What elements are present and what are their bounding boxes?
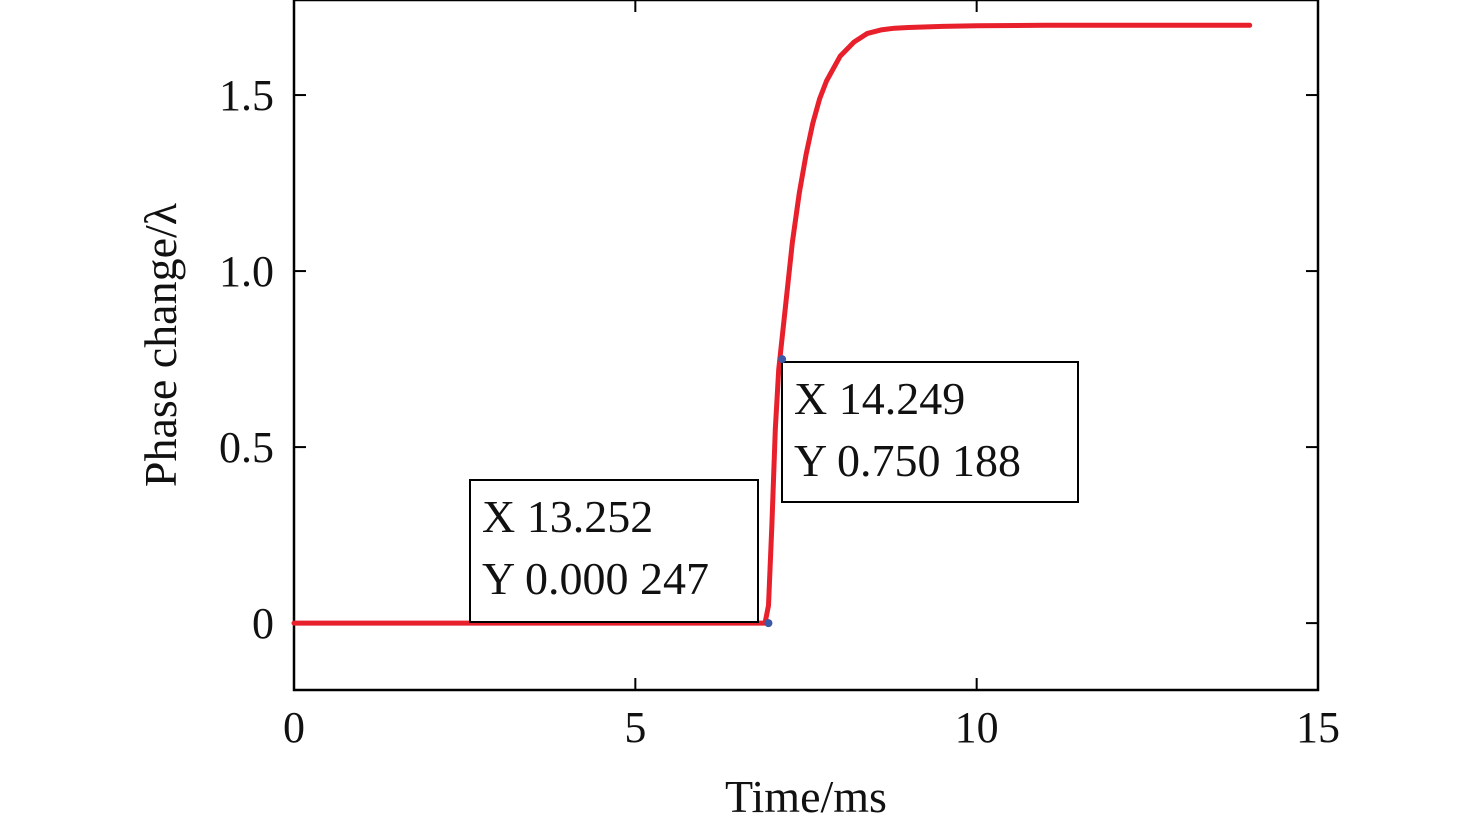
y-tick-label: 0 xyxy=(252,599,274,648)
series-layer xyxy=(291,22,1253,626)
y-axis-title: Phase change/λ xyxy=(135,202,186,487)
axis-ticks: 0 5 10 15 0 0.5 1.0 1.5 xyxy=(219,0,1340,752)
annotation-text: X 14.249 xyxy=(794,373,965,424)
annotation-marker xyxy=(778,355,787,364)
x-tick-label: 15 xyxy=(1296,703,1340,752)
annotation-marker xyxy=(764,619,773,628)
y-tick-label: 0.5 xyxy=(219,423,274,472)
y-tick-label: 1.5 xyxy=(219,71,274,120)
x-tick-label: 0 xyxy=(283,703,305,752)
x-axis-title: Time/ms xyxy=(725,771,887,822)
series-line xyxy=(291,22,1253,626)
y-tick-label: 1.0 xyxy=(219,247,274,296)
x-tick-label: 5 xyxy=(624,703,646,752)
annotation-box xyxy=(781,361,1079,503)
annotation-layer: X 13.252 Y 0.000 247 X 14.249 Y 0.750 188 xyxy=(469,355,1079,628)
annotation-text: Y 0.000 247 xyxy=(482,553,709,604)
x-tick-label: 10 xyxy=(955,703,999,752)
annotation-text: Y 0.750 188 xyxy=(794,435,1021,486)
plot-frame xyxy=(292,0,1320,692)
annotation-text: X 13.252 xyxy=(482,491,653,542)
annotation-box xyxy=(469,479,759,623)
